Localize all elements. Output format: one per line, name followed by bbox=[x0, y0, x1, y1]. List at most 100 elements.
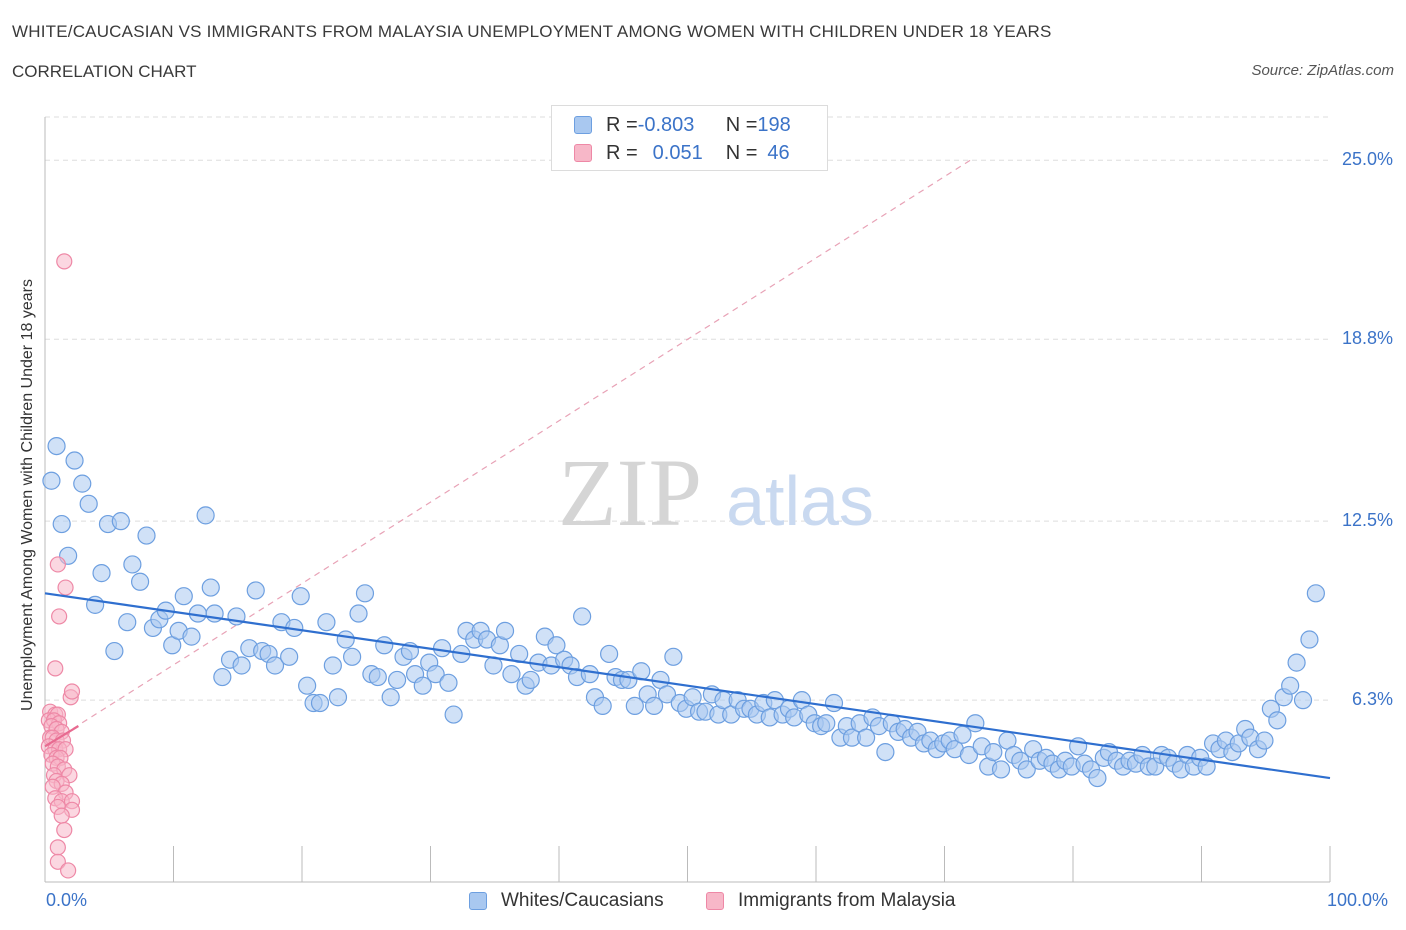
data-point-whites bbox=[328, 688, 348, 707]
data-point-whites bbox=[387, 670, 407, 690]
legend-r-label: R = bbox=[606, 141, 638, 164]
data-point-whites bbox=[92, 564, 111, 583]
data-point-whites bbox=[593, 696, 612, 716]
data-point-whites bbox=[105, 641, 124, 661]
legend-swatch-blue bbox=[574, 116, 592, 134]
data-point-whites bbox=[495, 621, 515, 640]
data-point-whites bbox=[580, 665, 599, 684]
data-point-malaysia bbox=[63, 683, 81, 700]
legend-r-value: -0.803 bbox=[637, 113, 695, 136]
data-point-whites bbox=[1017, 760, 1036, 779]
data-point-whites bbox=[426, 665, 445, 684]
data-point-malaysia bbox=[49, 839, 66, 856]
data-point-whites bbox=[502, 665, 521, 684]
data-point-whites bbox=[625, 696, 644, 716]
trend-line-whites bbox=[44, 592, 1331, 780]
data-point-whites bbox=[991, 760, 1011, 779]
data-point-whites bbox=[310, 693, 330, 713]
x-tick-label-min: 0.0% bbox=[46, 890, 88, 910]
legend-swatch-blue bbox=[469, 892, 487, 910]
watermark: ZIP atlas bbox=[558, 439, 874, 546]
legend-item-whites[interactable]: Whites/Caucasians bbox=[469, 890, 664, 912]
data-point-whites bbox=[959, 745, 979, 765]
data-point-malaysia bbox=[51, 608, 68, 625]
data-point-whites bbox=[65, 451, 84, 470]
data-point-whites bbox=[1268, 711, 1287, 730]
data-point-whites bbox=[381, 688, 400, 707]
data-point-malaysia bbox=[56, 253, 73, 270]
legend-row-whites: R = -0.803 N = 198 bbox=[574, 113, 791, 137]
data-point-whites bbox=[413, 676, 432, 695]
data-point-whites bbox=[657, 685, 677, 704]
data-point-whites bbox=[521, 670, 540, 690]
data-point-whites bbox=[817, 714, 836, 733]
data-point-whites bbox=[317, 613, 336, 632]
legend-swatch-pink bbox=[706, 892, 724, 910]
chart-subtitle: CORRELATION CHART bbox=[12, 62, 197, 81]
data-point-malaysia bbox=[53, 807, 70, 824]
data-point-malaysia bbox=[56, 821, 73, 839]
data-point-whites bbox=[118, 613, 137, 632]
data-point-malaysia bbox=[49, 556, 66, 573]
data-point-whites bbox=[130, 572, 150, 591]
legend-label-whites: Whites/Caucasians bbox=[501, 890, 664, 911]
data-point-whites bbox=[174, 587, 193, 606]
data-point-whites bbox=[196, 506, 215, 525]
data-point-whites bbox=[824, 693, 844, 713]
data-point-malaysia bbox=[57, 579, 74, 596]
data-point-whites bbox=[1293, 691, 1313, 710]
legend-n-label: N = bbox=[725, 141, 758, 164]
data-point-whites bbox=[52, 514, 71, 534]
data-point-whites bbox=[368, 667, 387, 687]
data-point-whites bbox=[201, 578, 220, 597]
data-point-whites bbox=[291, 587, 310, 606]
y-tick-label: 6.3% bbox=[1351, 689, 1393, 710]
trend-line-malaysia bbox=[44, 725, 79, 748]
data-point-whites bbox=[265, 656, 285, 675]
legend-swatch-pink bbox=[574, 144, 592, 162]
legend-item-malaysia[interactable]: Immigrants from Malaysia bbox=[706, 890, 956, 912]
data-point-whites bbox=[182, 627, 201, 646]
data-point-malaysia bbox=[60, 862, 77, 879]
data-point-whites bbox=[232, 656, 251, 675]
series-malaysia-points bbox=[40, 253, 81, 879]
data-point-whites bbox=[111, 512, 130, 531]
data-point-whites bbox=[1306, 584, 1325, 603]
data-point-whites bbox=[573, 607, 592, 626]
data-point-whites bbox=[966, 714, 985, 733]
data-point-whites bbox=[439, 673, 458, 692]
y-tick-label: 18.8% bbox=[1341, 328, 1393, 349]
data-point-whites bbox=[1300, 630, 1319, 649]
trend-lines bbox=[44, 592, 1331, 780]
x-tick-label-max: 100.0% bbox=[1327, 890, 1389, 910]
watermark-zip: ZIP bbox=[558, 439, 702, 546]
chart-title: WHITE/CAUCASIAN VS IMMIGRANTS FROM MALAY… bbox=[12, 22, 1052, 41]
data-point-whites bbox=[1088, 768, 1107, 788]
data-point-whites bbox=[547, 636, 566, 655]
data-point-whites bbox=[137, 526, 156, 545]
data-point-whites bbox=[1197, 757, 1216, 776]
data-point-whites bbox=[857, 728, 876, 747]
data-point-whites bbox=[298, 676, 317, 695]
data-point-whites bbox=[42, 471, 61, 490]
legend-r-value: 0.051 bbox=[652, 141, 703, 164]
data-point-whites bbox=[432, 639, 452, 658]
data-point-malaysia bbox=[49, 853, 66, 870]
data-point-whites bbox=[355, 584, 375, 603]
data-point-whites bbox=[1281, 676, 1300, 695]
stats-legend: R = -0.803 N = 198 R = 0.051 N = 46 bbox=[551, 105, 828, 171]
data-point-whites bbox=[343, 647, 362, 666]
legend-r-label: R = bbox=[606, 113, 638, 136]
data-point-whites bbox=[664, 647, 683, 666]
y-tick-label: 25.0% bbox=[1341, 149, 1393, 170]
data-point-whites bbox=[246, 581, 265, 600]
data-point-whites bbox=[336, 630, 355, 649]
data-point-whites bbox=[323, 656, 342, 675]
legend-label-malaysia: Immigrants from Malaysia bbox=[738, 890, 956, 911]
data-point-whites bbox=[349, 604, 368, 623]
data-point-whites bbox=[79, 494, 98, 513]
watermark-atlas: atlas bbox=[726, 462, 874, 540]
source-credit: Source: ZipAtlas.com bbox=[1251, 62, 1394, 79]
data-point-whites bbox=[73, 474, 92, 493]
